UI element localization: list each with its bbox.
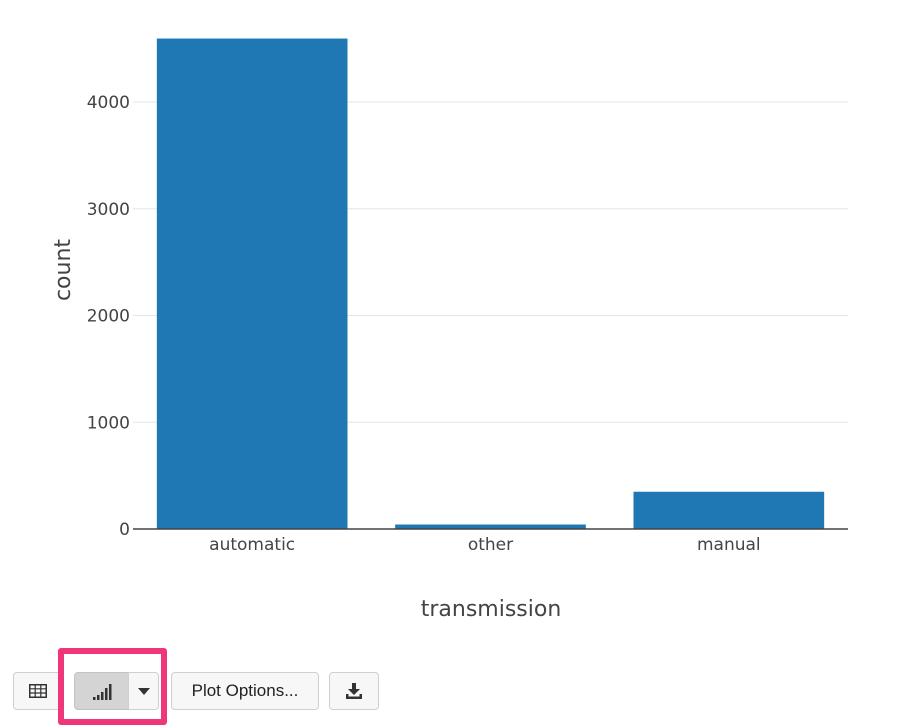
plot-options-label: Plot Options... [191,681,299,700]
download-button[interactable] [329,672,379,710]
bar-other[interactable] [395,524,586,529]
bar-chart: 0 1000 2000 3000 4000 automatic other manual c… [51,38,848,622]
table-icon [28,684,47,698]
bar-automatic[interactable] [156,38,348,530]
y-tick-label: 3000 [87,200,130,220]
bar-manual[interactable] [633,491,825,529]
y-tick-label: 0 [119,520,130,540]
x-tick-label: other [468,535,513,555]
table-view-button[interactable] [13,672,62,710]
y-axis-ticks: 0 1000 2000 3000 4000 [87,93,130,540]
plot-options-button[interactable]: Plot Options... [171,672,319,710]
chart-view-button[interactable] [74,672,129,710]
bar-chart-icon [92,684,111,700]
x-axis-ticks: automatic other manual [209,535,760,555]
x-tick-label: automatic [209,535,295,555]
download-icon [346,682,362,699]
x-tick-label: manual [697,535,761,555]
chart-type-dropdown-button[interactable] [128,672,159,710]
y-axis-title: count [51,239,76,301]
caret-down-icon [137,687,150,695]
y-tick-label: 1000 [87,413,130,433]
y-tick-label: 2000 [87,307,130,327]
y-tick-label: 4000 [87,93,130,113]
bars [156,38,825,530]
x-axis-title: transmission [421,597,562,622]
